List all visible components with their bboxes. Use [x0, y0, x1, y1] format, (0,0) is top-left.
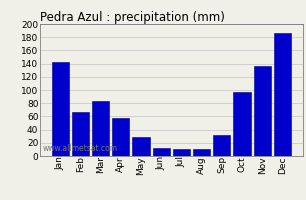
- Bar: [132, 137, 150, 156]
- Bar: [173, 149, 190, 156]
- Bar: [52, 62, 69, 156]
- Bar: [274, 33, 291, 156]
- Bar: [112, 118, 129, 156]
- Text: Pedra Azul : precipitation (mm): Pedra Azul : precipitation (mm): [40, 11, 225, 24]
- Bar: [92, 101, 109, 156]
- Bar: [153, 148, 170, 156]
- Bar: [213, 135, 230, 156]
- Bar: [72, 112, 89, 156]
- Bar: [254, 66, 271, 156]
- Bar: [193, 149, 210, 156]
- Text: www.allmetsat.com: www.allmetsat.com: [43, 144, 118, 153]
- Bar: [233, 92, 251, 156]
